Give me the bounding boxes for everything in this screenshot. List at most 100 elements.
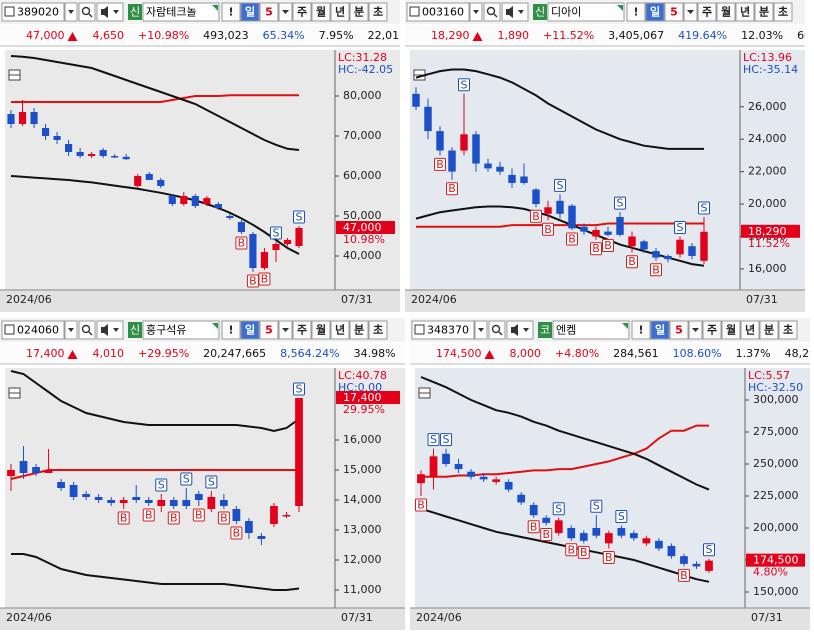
code-box[interactable]: [1, 2, 65, 22]
signal-label: B: [532, 210, 540, 223]
toolbar-button-label: 초: [783, 324, 793, 337]
toolbar-button-label: !: [638, 324, 643, 337]
signal-box: [566, 232, 578, 246]
candle-body: [442, 453, 450, 464]
search-button[interactable]: [488, 320, 506, 340]
market-badge: [538, 322, 552, 338]
signal-label: B: [120, 512, 128, 525]
candle-body: [99, 150, 107, 156]
signal-box: [246, 274, 259, 288]
quote-field: 493,023: [203, 29, 249, 42]
toolbar-button[interactable]: [349, 320, 369, 340]
candle-body: [260, 252, 269, 268]
stock-name: 흥구석유: [146, 323, 186, 337]
toolbar-button[interactable]: [311, 2, 331, 22]
toolbar-button[interactable]: [716, 2, 736, 22]
sound-button[interactable]: [501, 2, 529, 22]
candle-body: [652, 251, 660, 258]
signal-label: B: [436, 158, 444, 171]
toolbar-button[interactable]: [311, 320, 331, 340]
candle-body: [122, 156, 130, 160]
toolbar-button[interactable]: [368, 320, 388, 340]
code-box[interactable]: [411, 320, 475, 340]
quote-field: 4,650: [93, 29, 125, 42]
candle-body: [580, 226, 588, 232]
price-tag-label: 17,400: [343, 391, 382, 404]
signal-box: [440, 433, 453, 447]
toolbar-button[interactable]: [292, 320, 312, 340]
signal-box: [180, 472, 193, 486]
date-strip: [405, 290, 805, 312]
dropdown-arrow: [692, 328, 699, 332]
toolbar-button[interactable]: [721, 320, 741, 340]
candle-body: [272, 244, 280, 250]
toolbar-button[interactable]: [631, 320, 651, 340]
toolbar-button[interactable]: [240, 2, 260, 22]
toolbar-button[interactable]: [778, 320, 798, 340]
quote-field: 1.37%: [736, 347, 771, 360]
signal-label: B: [652, 263, 660, 276]
dropdown-arrow: [282, 10, 289, 14]
toolbar-button[interactable]: [292, 2, 312, 22]
signal-label: B: [195, 509, 203, 522]
candle-body: [640, 241, 648, 250]
toolbar-button[interactable]: [368, 2, 388, 22]
toolbar-button[interactable]: [626, 2, 646, 22]
toolbar-button-label: 초: [373, 6, 383, 19]
price-tag-label: 174,500: [753, 554, 799, 567]
signal-box: [415, 498, 427, 512]
quote-field: 34.98%: [354, 347, 396, 360]
search-button[interactable]: [78, 320, 96, 340]
candle-body: [484, 163, 492, 169]
toolbar-button[interactable]: [330, 2, 350, 22]
candle-body: [544, 207, 552, 214]
toolbar-button[interactable]: [259, 2, 279, 22]
signal-box: [615, 509, 628, 523]
toolbar-button[interactable]: [697, 2, 717, 22]
toolbar-button[interactable]: [735, 2, 755, 22]
price-tag-pct: 4.80%: [753, 566, 788, 579]
code-box[interactable]: [1, 320, 65, 340]
search-icon: [88, 331, 93, 336]
toolbar-button-label: 분: [354, 324, 364, 337]
toolbar-button[interactable]: [702, 320, 722, 340]
toolbar-button[interactable]: [349, 2, 369, 22]
toolbar-button[interactable]: [669, 320, 689, 340]
toolbar-button[interactable]: [773, 2, 793, 22]
candle-body: [567, 528, 576, 539]
toolbar-button-label: 5: [265, 6, 273, 19]
sound-button[interactable]: [96, 2, 124, 22]
signal-label: B: [605, 551, 613, 564]
toolbar-button-label: 일: [650, 5, 660, 19]
toolbar-button[interactable]: [240, 320, 260, 340]
toolbar-button[interactable]: [259, 320, 279, 340]
candle-body: [30, 112, 38, 124]
sound-button[interactable]: [96, 320, 124, 340]
toolbar-button[interactable]: [754, 2, 774, 22]
toolbar-button[interactable]: [740, 320, 760, 340]
sound-button[interactable]: [506, 320, 534, 340]
toolbar-button[interactable]: [664, 2, 684, 22]
toolbar-button-label: 5: [265, 324, 273, 337]
signal-box: [530, 209, 542, 223]
toolbar-button[interactable]: [221, 2, 241, 22]
toolbar-button[interactable]: [759, 320, 779, 340]
candle-body: [604, 533, 613, 544]
toolbar-button[interactable]: [330, 320, 350, 340]
quote-bar: [410, 343, 810, 364]
toolbar-button[interactable]: [645, 2, 665, 22]
search-button[interactable]: [483, 2, 501, 22]
signal-box: [458, 78, 470, 92]
code-box[interactable]: [406, 2, 470, 22]
candle-body: [182, 500, 191, 506]
y-tick-label: 12,000: [343, 553, 382, 566]
lc-label: LC:40.78: [338, 369, 387, 382]
toolbar-button[interactable]: [221, 320, 241, 340]
hc-label: HC:-35.14: [743, 63, 798, 76]
search-button[interactable]: [78, 2, 96, 22]
toolbar-button-label: 월: [726, 323, 736, 337]
toolbar-button-label: 월: [316, 323, 326, 337]
candle-body: [676, 239, 684, 255]
dropdown-arrow: [523, 328, 529, 332]
toolbar-button[interactable]: [650, 320, 670, 340]
